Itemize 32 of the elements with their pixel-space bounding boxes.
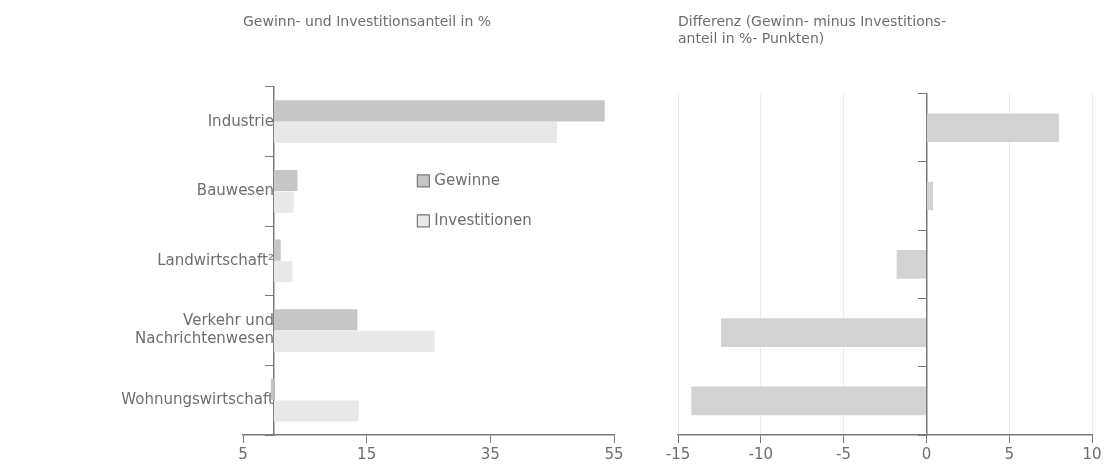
bar [273,121,558,143]
y-tick-label: Verkehr und Nachrichtenwesen [134,311,274,348]
bar [926,113,1059,143]
chart-title: Gewinn- und Investitionsanteil in % [243,13,492,30]
x-tick-label: 10 [1082,444,1102,463]
x-tick-label: 35 [480,444,500,463]
bar [273,330,435,352]
bar [273,309,358,331]
y-tick-label: Bauwesen [196,181,274,200]
x-tick-label: 55 [604,444,624,463]
y-tick-label: Wohnungswirtschaft [121,390,275,409]
bar [721,318,926,347]
legend-label: Investitionen [434,210,532,229]
bar [273,239,281,261]
bar [691,386,926,416]
bar [896,249,926,279]
legend-label: Gewinne [434,170,500,189]
bar [273,400,359,422]
bar [273,191,294,213]
x-tick-label: 0 [921,444,932,463]
x-tick-label: -10 [748,444,774,463]
x-tick-label: 15 [357,444,377,463]
bar [926,181,934,211]
x-tick-label: -15 [665,444,691,463]
chart-title: Differenz (Gewinn- minus Investitions- anteil in %- Punkten) [678,13,946,46]
x-tick-label: 5 [238,444,248,463]
bar [273,169,298,192]
y-tick-label: Landwirtschaft² [157,250,274,269]
x-tick-label: 5 [1004,444,1014,463]
x-tick-label: -5 [836,444,852,463]
bar [273,261,293,283]
bar [273,100,605,122]
